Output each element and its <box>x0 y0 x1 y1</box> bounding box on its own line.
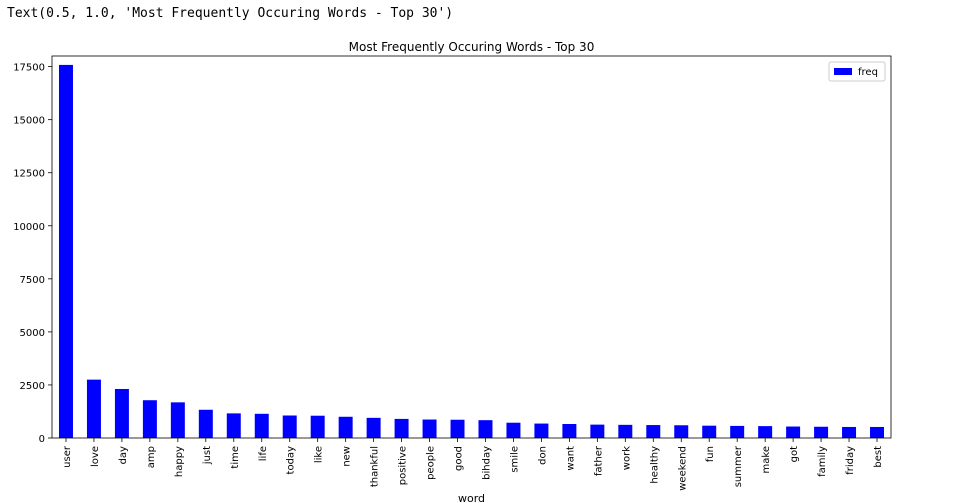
x-axis-label: word <box>458 492 485 503</box>
x-tick-label: day <box>118 446 129 464</box>
x-axis: user love day amp happy just time life today like… <box>62 438 884 491</box>
y-tick-label: 15000 <box>13 116 45 127</box>
x-tick-label: fun <box>705 446 716 462</box>
bar-just <box>198 409 213 438</box>
x-tick-label: family <box>817 446 828 477</box>
x-tick-label: got <box>789 446 800 462</box>
x-tick-label: want <box>565 446 576 471</box>
bar-best <box>870 426 885 438</box>
bar-like <box>310 415 325 438</box>
bar-love <box>86 379 101 438</box>
bar-positive <box>394 418 409 438</box>
bar-amp <box>142 400 157 438</box>
bar-summer <box>730 425 745 438</box>
bar-thankful <box>366 417 381 438</box>
bar-weekend <box>674 425 689 438</box>
bar-want <box>562 423 577 438</box>
x-tick-label: positive <box>398 446 409 485</box>
bar-family <box>814 426 829 438</box>
legend-swatch <box>834 68 852 75</box>
bar-friday <box>842 426 857 438</box>
bar-make <box>758 426 773 438</box>
x-tick-label: amp <box>146 446 157 468</box>
bar-don <box>534 423 549 438</box>
bar-day <box>114 388 129 438</box>
y-tick-label: 2500 <box>20 381 45 392</box>
x-tick-label: healthy <box>649 446 660 484</box>
x-tick-label: good <box>454 446 465 471</box>
bar-got <box>786 426 801 438</box>
bar-smile <box>506 422 521 438</box>
bar-people <box>422 419 437 438</box>
x-tick-label: time <box>230 446 241 469</box>
y-tick-label: 17500 <box>13 63 45 74</box>
bar-happy <box>170 402 185 438</box>
x-tick-label: best <box>873 446 884 468</box>
chart-title: Most Frequently Occuring Words - Top 30 <box>349 40 595 54</box>
cell-output-text: Text(0.5, 1.0, 'Most Frequently Occuring… <box>7 6 454 21</box>
y-tick-label: 10000 <box>13 222 45 233</box>
x-tick-label: new <box>342 446 353 467</box>
bar-work <box>618 424 633 438</box>
y-axis: 0 2500 5000 7500 10000 12500 15000 17500 <box>13 63 52 445</box>
x-tick-label: today <box>286 446 297 475</box>
bar-father <box>590 424 605 438</box>
x-tick-label: don <box>537 446 548 465</box>
x-tick-label: people <box>426 446 437 480</box>
x-tick-label: father <box>593 445 604 476</box>
plot-frame <box>51 55 892 439</box>
y-tick-label: 0 <box>39 434 45 445</box>
x-tick-label: user <box>62 445 73 468</box>
x-tick-label: just <box>202 446 213 465</box>
y-tick-label: 12500 <box>13 169 45 180</box>
bar-user <box>58 64 73 438</box>
x-tick-label: thankful <box>370 446 381 487</box>
x-tick-label: smile <box>509 446 520 473</box>
bar-life <box>254 413 269 438</box>
x-tick-label: summer <box>733 445 744 487</box>
legend: freq <box>828 61 886 82</box>
legend-box <box>828 61 886 82</box>
bar-today <box>282 415 297 438</box>
x-tick-label: love <box>90 446 101 467</box>
x-tick-label: bihday <box>481 446 492 480</box>
x-tick-label: life <box>258 446 269 461</box>
bar-time <box>226 413 241 438</box>
x-tick-label: like <box>314 446 325 463</box>
x-tick-label: weekend <box>677 446 688 491</box>
bar-bihday <box>478 420 493 438</box>
y-tick-label: 5000 <box>20 328 45 339</box>
bar-new <box>338 416 353 438</box>
bar-healthy <box>646 425 661 438</box>
x-tick-label: work <box>621 446 632 470</box>
x-tick-label: make <box>761 446 772 473</box>
bar-good <box>450 419 465 438</box>
x-tick-label: happy <box>174 446 185 477</box>
x-tick-label: friday <box>845 446 856 475</box>
legend-label: freq <box>858 67 878 78</box>
y-tick-label: 7500 <box>20 275 45 286</box>
bar-fun <box>702 425 717 438</box>
bars-group <box>58 64 885 438</box>
